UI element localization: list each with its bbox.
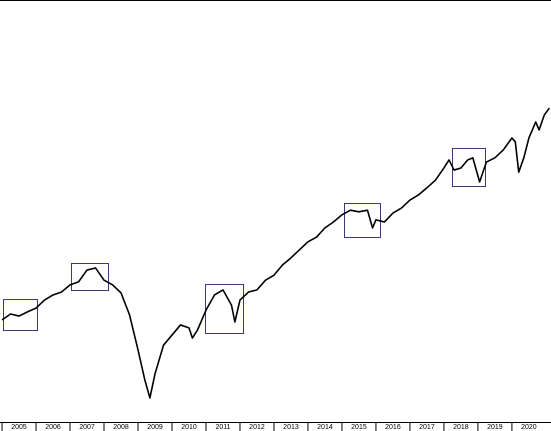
x-tick-label: 2019	[487, 424, 503, 431]
x-tick-label: 2015	[351, 424, 367, 431]
x-tick-label: 2020	[521, 424, 537, 431]
highlight-box	[205, 284, 244, 334]
x-tick-label: 2012	[249, 424, 265, 431]
x-tick-label: 2018	[453, 424, 469, 431]
x-tick-label: 2017	[419, 424, 435, 431]
x-tick-label: 2009	[147, 424, 163, 431]
highlight-box	[3, 299, 38, 331]
x-tick-label: 2007	[79, 424, 95, 431]
x-tick-label: 2008	[113, 424, 129, 431]
x-tick-label: 2011	[215, 424, 230, 431]
x-tick-label: 2016	[385, 424, 401, 431]
x-tick-label: 2005	[11, 424, 27, 431]
x-tick-label: 2006	[45, 424, 61, 431]
highlight-box	[71, 263, 109, 291]
x-tick-label: 2010	[181, 424, 197, 431]
price-line	[1, 107, 550, 399]
x-tick-label: 2014	[317, 424, 333, 431]
x-tick-label: 2013	[283, 424, 299, 431]
